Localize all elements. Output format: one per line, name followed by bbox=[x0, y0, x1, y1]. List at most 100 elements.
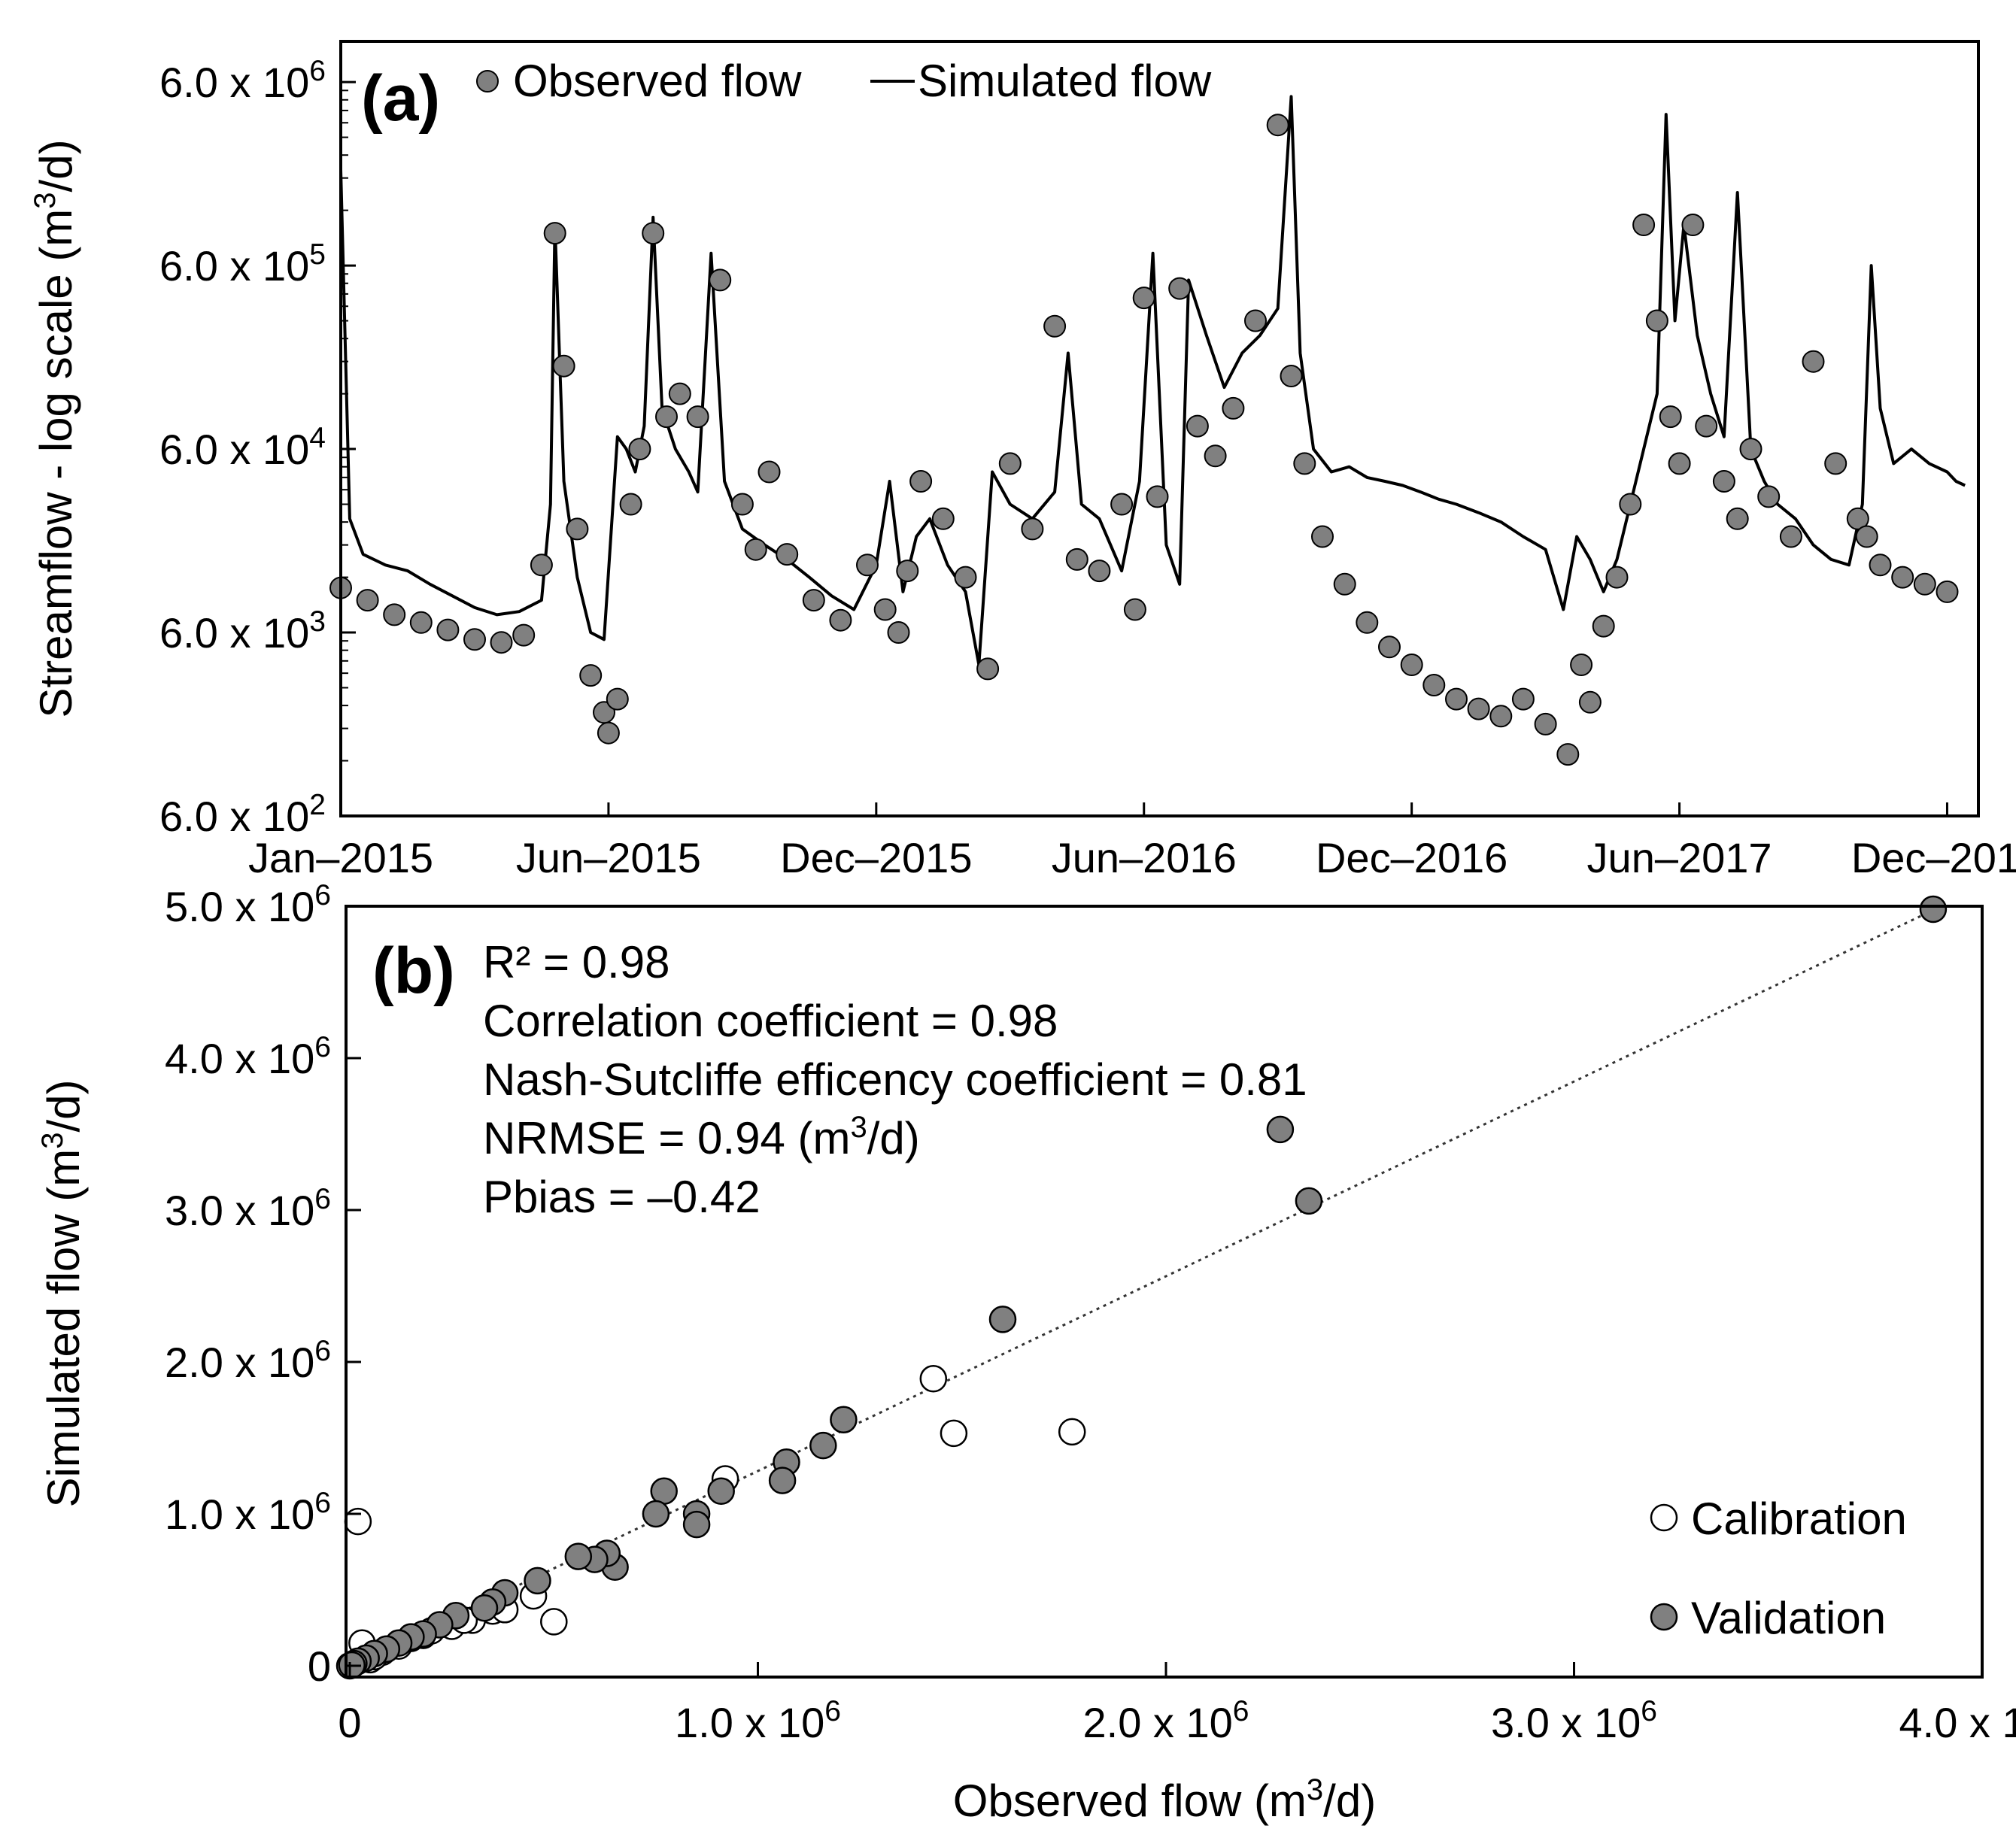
stat-nse: Nash-Sutcliffe efficency coefficient = 0… bbox=[483, 1054, 1307, 1105]
simulated-flow-line bbox=[339, 95, 1966, 666]
observed-flow-point bbox=[1511, 687, 1535, 711]
legend-calibration-label: Calibration bbox=[1691, 1494, 1907, 1544]
observed-flow-point bbox=[1659, 405, 1682, 429]
x-tick-label-3: Jun–2016 bbox=[1052, 834, 1237, 881]
panel-a-legend: Observed flow Simulated flow bbox=[476, 56, 1212, 106]
b-x-tick-label-3-exponent: 6 bbox=[1641, 1695, 1657, 1727]
observed-flow-point bbox=[530, 554, 553, 577]
panel-a-y-axis-title-main: Streamflow - log scale (m bbox=[31, 209, 81, 718]
observed-flow-point bbox=[896, 560, 919, 583]
legend-calibration-marker bbox=[1650, 1503, 1678, 1532]
observed-flow-point bbox=[1311, 525, 1334, 548]
observed-flow-point bbox=[730, 493, 754, 516]
b-y-tick-label-4: 4.0 x 106 bbox=[165, 1031, 331, 1082]
observed-flow-point bbox=[1632, 214, 1656, 236]
y-tick-label-1-mantissa: 6.0 x 10 bbox=[159, 242, 309, 290]
b-y-tick-label-3-mantissa: 3.0 x 10 bbox=[165, 1187, 314, 1234]
observed-flow-point bbox=[1824, 452, 1847, 475]
b-y-tick-label-5-mantissa: 5.0 x 10 bbox=[165, 883, 314, 930]
b-x-tick-label-2-exponent: 6 bbox=[1233, 1695, 1249, 1727]
b-x-tick-label-2: 2.0 x 106 bbox=[1083, 1695, 1249, 1746]
observed-flow-point bbox=[829, 608, 852, 632]
b-y-tick-label-2-mantissa: 2.0 x 10 bbox=[165, 1339, 314, 1386]
x-tick-label-2: Dec–2015 bbox=[780, 834, 972, 881]
validation-point bbox=[830, 1406, 858, 1434]
simulated-flow-line-layer bbox=[339, 95, 1966, 666]
y-tick-label-3-mantissa: 6.0 x 10 bbox=[159, 609, 309, 657]
y-tick-label-2: 6.0 x 104 bbox=[159, 422, 326, 473]
validation-point bbox=[768, 1466, 797, 1494]
validation-point bbox=[1919, 895, 1948, 924]
observed-flow-point bbox=[802, 589, 825, 612]
calibration-point bbox=[1058, 1418, 1086, 1446]
b-x-tick-label-2-mantissa: 2.0 x 10 bbox=[1083, 1699, 1233, 1746]
observed-flow-point bbox=[1168, 277, 1192, 300]
observed-flow-point bbox=[543, 222, 566, 245]
y-tick-label-4-exponent: 2 bbox=[309, 789, 326, 821]
b-y-tick-label-4-mantissa: 4.0 x 10 bbox=[165, 1035, 314, 1082]
validation-point bbox=[470, 1594, 499, 1622]
observed-flow-point bbox=[954, 566, 977, 589]
b-x-tick-label-0: 0 bbox=[338, 1699, 361, 1746]
observed-flow-point bbox=[1422, 674, 1446, 696]
observed-flow-point bbox=[606, 687, 629, 711]
y-tick-label-3-exponent: 3 bbox=[309, 605, 326, 638]
stat-nrmse-main: NRMSE = 0.94 (m bbox=[483, 1113, 850, 1163]
b-y-tick-label-4-exponent: 6 bbox=[314, 1031, 331, 1063]
observed-flow-point bbox=[1378, 635, 1401, 659]
stat-nrmse-sup: 3 bbox=[850, 1111, 867, 1144]
validation-point bbox=[642, 1500, 670, 1528]
observed-flow-point bbox=[1186, 414, 1209, 438]
stats-box: R² = 0.98 Correlation coefficient = 0.98… bbox=[483, 937, 1307, 1222]
validation-point bbox=[707, 1477, 735, 1505]
observed-flow-point bbox=[856, 554, 879, 577]
observed-flow-point bbox=[931, 507, 955, 530]
observed-flow-point bbox=[1605, 566, 1629, 589]
observed-flow-point bbox=[1695, 414, 1718, 438]
observed-flow-point bbox=[1779, 525, 1802, 548]
b-x-tick-label-3: 3.0 x 106 bbox=[1491, 1695, 1657, 1746]
b-y-tick-label-1: 1.0 x 106 bbox=[165, 1487, 331, 1538]
y-tick-label-0-exponent: 6 bbox=[309, 55, 326, 87]
observed-flow-points-layer bbox=[329, 114, 1959, 766]
y-tick-label-4: 6.0 x 102 bbox=[159, 789, 326, 840]
legend-validation-label: Validation bbox=[1691, 1593, 1886, 1643]
calibration-point bbox=[919, 1364, 948, 1393]
panel-a-y-axis-title-tail: /d) bbox=[31, 139, 81, 192]
observed-flow-point bbox=[490, 631, 513, 654]
y-tick-label-3: 6.0 x 103 bbox=[159, 605, 326, 657]
b-x-tick-label-1: 1.0 x 106 bbox=[675, 1695, 841, 1746]
panel-b-x-axis-title-tail: /d) bbox=[1323, 1776, 1376, 1826]
observed-flow-point bbox=[579, 664, 603, 687]
observed-flow-point bbox=[1266, 114, 1289, 137]
observed-flow-point bbox=[1726, 507, 1749, 530]
observed-flow-point bbox=[1244, 309, 1267, 332]
observed-flow-point bbox=[668, 382, 691, 405]
b-y-tick-label-5-exponent: 6 bbox=[314, 879, 331, 911]
b-x-tick-label-1-exponent: 6 bbox=[824, 1695, 841, 1727]
observed-flow-point bbox=[758, 460, 781, 484]
observed-flow-point bbox=[552, 354, 575, 378]
panel-b-legend: Calibration Validation bbox=[1650, 1494, 1907, 1643]
observed-flow-point bbox=[1681, 214, 1705, 236]
b-x-tick-label-0-mantissa: 0 bbox=[338, 1699, 361, 1746]
validation-point bbox=[1266, 1115, 1295, 1144]
legend-validation-marker bbox=[1650, 1603, 1678, 1631]
b-y-tick-label-5: 5.0 x 106 bbox=[165, 879, 331, 930]
observed-flow-point bbox=[1668, 452, 1691, 475]
y-tick-label-2-mantissa: 6.0 x 10 bbox=[159, 426, 309, 473]
observed-flow-point bbox=[1556, 743, 1580, 766]
observed-flow-point bbox=[619, 493, 642, 516]
observed-flow-point bbox=[566, 517, 589, 541]
x-tick-label-1: Jun–2015 bbox=[516, 834, 701, 881]
panel-b-x-axis-title-sup: 3 bbox=[1307, 1773, 1323, 1806]
panel-b-y-axis-title-sup: 3 bbox=[36, 1132, 69, 1148]
panel-b-frame bbox=[345, 905, 1984, 1679]
observed-flow-point bbox=[383, 603, 406, 626]
validation-point bbox=[650, 1477, 678, 1505]
b-y-tick-label-3-exponent: 6 bbox=[314, 1183, 331, 1215]
observed-flow-point bbox=[463, 628, 486, 651]
observed-flow-point bbox=[409, 611, 433, 634]
observed-flow-point bbox=[628, 438, 651, 461]
